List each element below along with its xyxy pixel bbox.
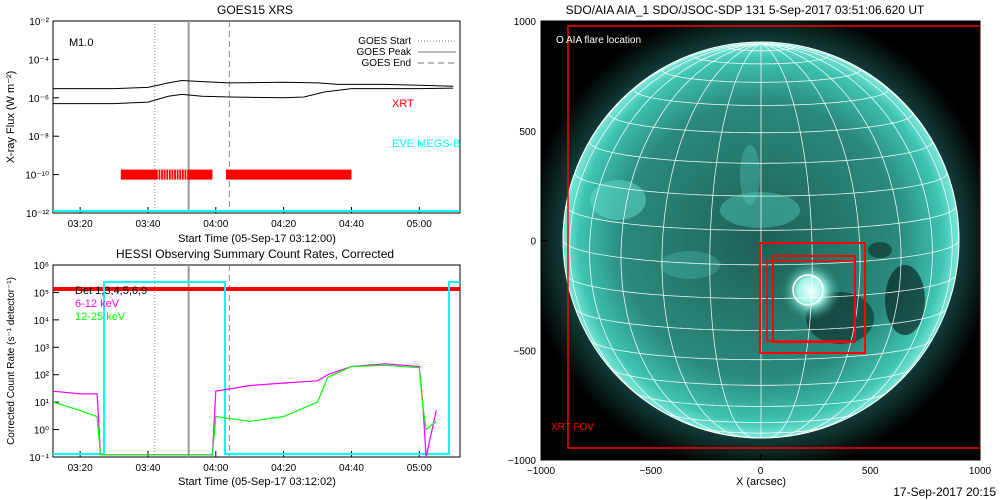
goes-series-line [53, 79, 454, 90]
hessi-x-tick-label: 04:40 [339, 463, 364, 474]
hessi-y-tick-label: 10² [35, 371, 50, 382]
goes-x-tick-label: 04:00 [203, 219, 228, 230]
goes-y-tick-label: 10⁻⁸ [28, 132, 49, 143]
aia-flare-location-circle [792, 274, 824, 306]
goes-xrt-bars [120, 169, 352, 180]
goes-x-tick-label: 04:40 [339, 219, 364, 230]
legend-det: Det 1,3,4,5,6,9 [75, 285, 147, 297]
aia-flare-region [781, 261, 841, 321]
goes-title: GOES15 XRS [217, 3, 293, 17]
footer-timestamp: 17-Sep-2017 20:15 [893, 485, 996, 499]
hessi-x-label: Start Time (05-Sep-17 03:12:02) [178, 476, 336, 488]
limb-circle [562, 41, 960, 439]
hessi-y-tick-label: 10⁶ [34, 261, 49, 272]
hessi-y-tick-label: 10¹ [35, 398, 50, 409]
legend-goes-peak: GOES Peak [357, 47, 412, 58]
goes-y-tick-label: 10⁻¹² [26, 209, 50, 220]
xrt-fov-label: XRT FOV [551, 422, 594, 433]
longitude-line [760, 43, 813, 439]
legend-goes-start: GOES Start [358, 36, 411, 47]
goes-panel: GOES15 XRS 10⁻¹² 10⁻¹⁰ 10⁻⁸ 10⁻⁶ 10⁻⁴ 10⁻² 03… [5, 3, 461, 245]
goes-plot-frame [52, 20, 461, 214]
longitude-line [760, 43, 861, 438]
aia-x-tick-label: −500 [639, 466, 662, 477]
legend-6-12kev: 6-12 keV [75, 298, 120, 310]
aia-x-tick-label: 1000 [969, 466, 992, 477]
longitude-line [760, 43, 933, 434]
hessi-series-line [52, 363, 437, 458]
legend-goes-end: GOES End [362, 58, 411, 69]
goes-marker-lines [154, 21, 230, 213]
hessi-cyan-flag-line [53, 281, 460, 455]
goes-y-label: X-ray Flux (W m⁻²) [5, 71, 17, 164]
xrt-label: XRT [392, 98, 414, 110]
goes-y-tick-label: 10⁻⁴ [28, 55, 49, 66]
hessi-y-tick-label: 10⁵ [34, 288, 49, 299]
goes-x-tick-label: 03:20 [68, 219, 93, 230]
xrt-observation-bar [120, 169, 213, 180]
longitude-line [760, 43, 902, 437]
longitude-line [661, 43, 762, 438]
hessi-x-tick-label: 03:40 [135, 463, 160, 474]
hessi-series-line [52, 364, 437, 456]
longitude-line [620, 43, 762, 437]
hessi-y-tick-label: 10⁰ [34, 426, 49, 437]
goes-y-axis: 10⁻¹² 10⁻¹⁰ 10⁻⁸ 10⁻⁶ 10⁻⁴ 10⁻² [25, 17, 59, 220]
aia-x-tick-label: 500 [862, 466, 879, 477]
goes-y-tick-label: 10⁻⁶ [28, 94, 49, 105]
hessi-panel: HESSI Observing Summary Count Rates, Cor… [6, 247, 461, 488]
hessi-x-tick-label: 03:20 [68, 463, 93, 474]
aia-y-tick-label: 500 [519, 127, 536, 138]
hessi-x-tick-label: 05:00 [407, 463, 432, 474]
aia-x-axis: −1000 −500 0 500 1000 [527, 454, 992, 477]
goes-y-tick-label: 10⁻¹⁰ [25, 171, 49, 182]
aia-y-tick-label: −1000 [508, 456, 537, 467]
hessi-y-tick-label: 10⁴ [34, 316, 49, 327]
hessi-y-label: Corrected Count Rate (s⁻¹ detector⁻¹) [6, 277, 17, 445]
longitude-line [709, 43, 762, 439]
aia-y-tick-label: −500 [513, 346, 536, 357]
longitude-line [589, 43, 762, 434]
goes-class-label: M1.0 [69, 37, 93, 49]
hessi-y-axis: 10⁻¹ 10⁰ 10¹ 10² 10³ 10⁴ 10⁵ 10⁶ [29, 261, 59, 464]
hessi-series [52, 363, 437, 458]
fov-box-3 [766, 260, 856, 342]
goes-x-tick-label: 03:40 [135, 219, 160, 230]
hessi-legend: Det 1,3,4,5,6,9 6-12 keV 12-25 keV [75, 285, 147, 323]
longitude-line [569, 43, 762, 419]
hessi-y-tick-label: 10³ [35, 343, 50, 354]
aia-y-tick-label: 0 [530, 237, 536, 248]
legend-12-25kev: 12-25 keV [75, 311, 126, 323]
goes-x-tick-label: 05:00 [407, 219, 432, 230]
goes-x-label: Start Time (05-Sep-17 03:12:00) [178, 233, 336, 245]
longitude-line [760, 43, 953, 419]
hessi-y-tick-label: 10⁻¹ [29, 453, 49, 464]
goes-y-tick-label: 10⁻² [29, 17, 49, 28]
fov-box-1 [759, 242, 866, 354]
hessi-x-tick-label: 04:00 [203, 463, 228, 474]
goes-legend: GOES Start GOES Peak GOES End [357, 36, 456, 69]
hessi-plot-frame [52, 264, 461, 458]
aia-y-tick-label: 1000 [514, 17, 537, 28]
aia-y-axis: 1000 500 0 −500 −1000 [508, 17, 547, 467]
aia-x-tick-label: 0 [758, 466, 764, 477]
goes-x-tick-label: 04:20 [271, 219, 296, 230]
aia-title: SDO/AIA AIA_1 SDO/JSOC-SDP 131 5-Sep-201… [566, 3, 925, 17]
aia-x-tick-label: −1000 [527, 466, 556, 477]
goes-series [53, 79, 454, 105]
hessi-x-tick-label: 04:20 [271, 463, 296, 474]
xrt-fov-box [567, 25, 980, 449]
hessi-title: HESSI Observing Summary Count Rates, Cor… [116, 247, 394, 261]
aia-x-label: X (arcsec) [736, 476, 786, 488]
aia-panel: SDO/AIA AIA_1 SDO/JSOC-SDP 131 5-Sep-201… [508, 3, 996, 499]
aia-flare-location-label: O AIA flare location [556, 35, 641, 46]
xrt-observation-bar [225, 169, 352, 180]
goes-series-line [53, 87, 454, 105]
eve-label: EVE MEGS-B [392, 138, 460, 150]
hessi-marker-lines [154, 265, 230, 457]
